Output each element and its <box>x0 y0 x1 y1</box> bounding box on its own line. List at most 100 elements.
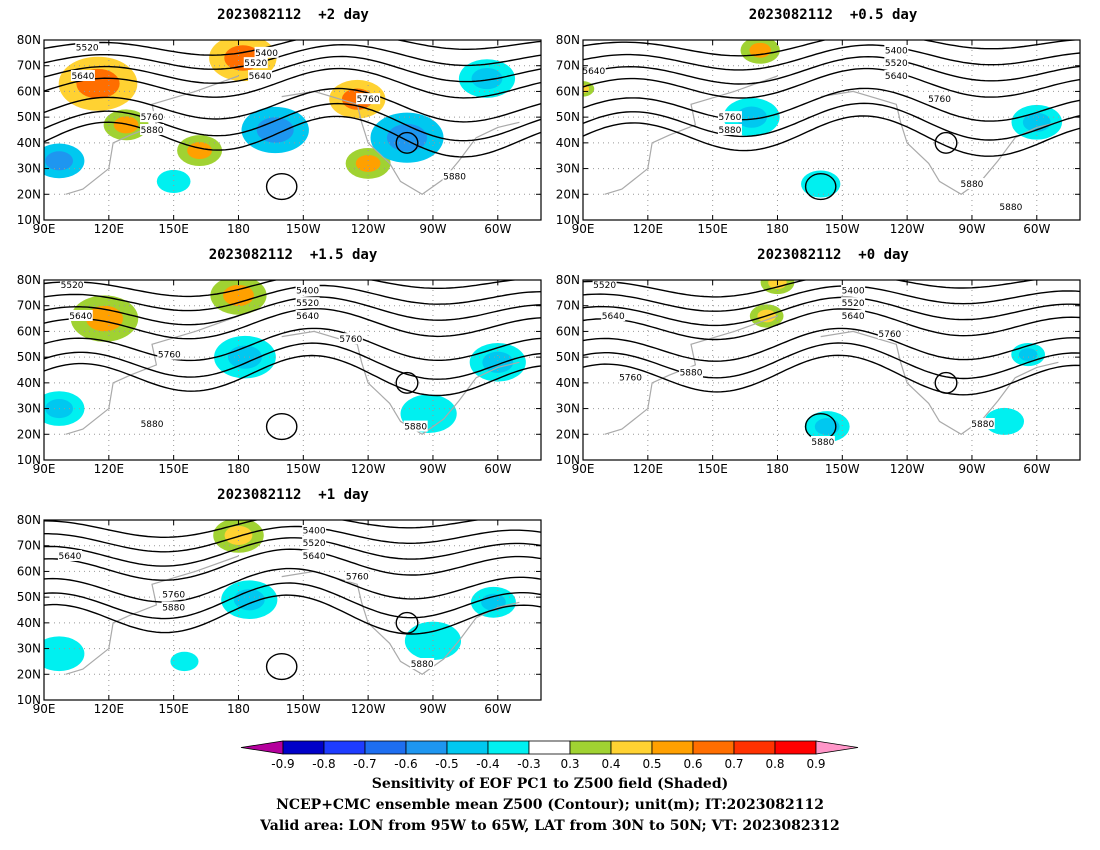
lon-tick-label: 120E <box>633 222 664 236</box>
contour-label: 5520 <box>61 281 84 291</box>
lon-tick-label: 90W <box>419 702 446 716</box>
contour-label: 5400 <box>255 49 278 59</box>
lat-tick-label: 80N <box>17 273 41 287</box>
lon-tick-label: 150W <box>286 462 321 476</box>
colorbar-tick-label: -0.3 <box>517 757 540 771</box>
z500-contour <box>583 354 1080 396</box>
lon-tick-label: 60W <box>484 702 511 716</box>
colorbar-bin <box>528 740 571 755</box>
sensitivity-core <box>814 418 840 436</box>
lon-tick-label: 120W <box>890 222 925 236</box>
colorbar-bin <box>405 740 448 755</box>
contour-label: 5880 <box>961 180 984 190</box>
colorbar-bin <box>692 740 735 755</box>
z500-contour <box>44 280 521 298</box>
footer-line-2: NCEP+CMC ensemble mean Z500 (Contour); u… <box>276 797 824 813</box>
lat-tick-label: 40N <box>17 616 41 630</box>
z500-contour <box>583 87 1080 122</box>
contour-label: 5760 <box>339 335 362 345</box>
contour-label: 5760 <box>162 591 185 601</box>
colorbar-bin <box>733 740 776 755</box>
lat-tick-label: 30N <box>17 402 41 416</box>
lat-tick-label: 50N <box>556 350 580 364</box>
z500-contour <box>44 296 541 326</box>
sensitivity-core <box>45 644 74 664</box>
sensitivity-core <box>809 176 832 192</box>
lon-tick-label: 90E <box>33 222 56 236</box>
z500-contour <box>44 354 541 397</box>
panel-title-p05: 2023082112 +0.5 day <box>748 7 918 23</box>
z500-contour <box>44 567 541 603</box>
contour-label: 5880 <box>141 126 164 136</box>
colorbar-tick-label: -0.8 <box>312 757 335 771</box>
lat-tick-label: 20N <box>556 187 580 201</box>
z500-contour <box>44 284 541 312</box>
colorbar-tick-label: -0.5 <box>435 757 458 771</box>
colorbar-bin <box>446 740 489 755</box>
lat-tick-label: 60N <box>17 324 41 338</box>
z500-contour <box>44 308 541 340</box>
contour-label: 5520 <box>885 59 908 69</box>
lat-tick-label: 70N <box>17 539 41 553</box>
lat-tick-label: 30N <box>556 162 580 176</box>
colorbar-bin <box>774 740 817 755</box>
colorbar-tick-label: -0.6 <box>394 757 417 771</box>
contour-label: 5520 <box>593 281 616 291</box>
lat-tick-label: 60N <box>556 84 580 98</box>
lat-tick-label: 30N <box>556 402 580 416</box>
map-frame <box>582 279 1081 461</box>
lon-tick-label: 120W <box>351 222 386 236</box>
lat-tick-label: 50N <box>17 110 41 124</box>
z500-contour <box>583 342 1080 380</box>
lat-tick-label: 60N <box>556 324 580 338</box>
colorbar-bin <box>651 740 694 755</box>
lon-tick-label: 180 <box>766 462 789 476</box>
lon-tick-label: 120E <box>94 462 125 476</box>
z500-contour <box>44 520 482 538</box>
lat-tick-label: 80N <box>556 273 580 287</box>
lon-tick-label: 90W <box>419 462 446 476</box>
z500-contour <box>583 327 1080 362</box>
contour-label: 5520 <box>296 299 319 309</box>
z500-contour <box>44 102 541 142</box>
lat-tick-label: 50N <box>556 110 580 124</box>
z500-contour <box>44 525 541 553</box>
contour-label: 5520 <box>842 299 865 309</box>
lat-tick-label: 20N <box>556 427 580 441</box>
contour-label: 5880 <box>443 172 466 182</box>
contour-label: 5760 <box>141 113 164 123</box>
z500-contour <box>583 67 1080 99</box>
lon-tick-label: 150E <box>697 222 728 236</box>
lat-tick-label: 20N <box>17 667 41 681</box>
z500-contour <box>583 44 1080 71</box>
colorbar-tick-label: 0.6 <box>683 757 702 771</box>
lat-tick-label: 10N <box>17 693 41 707</box>
contour-label: 5400 <box>842 286 865 296</box>
contour-label: 5760 <box>928 95 951 105</box>
lon-tick-label: 120W <box>351 702 386 716</box>
map-frame <box>582 39 1081 221</box>
lon-tick-label: 60W <box>484 462 511 476</box>
colorbar-tick-label: 0.9 <box>806 757 825 771</box>
lat-tick-label: 20N <box>17 187 41 201</box>
contour-label: 5760 <box>619 374 642 384</box>
colorbar-tick-label: -0.4 <box>476 757 499 771</box>
z500-contour <box>44 594 541 635</box>
contour-label: 5400 <box>303 526 326 536</box>
contour-label: 5640 <box>249 72 272 82</box>
contour-label: 5760 <box>158 351 181 361</box>
colorbar-tick-label: 0.5 <box>642 757 661 771</box>
lon-tick-label: 90W <box>958 462 985 476</box>
contour-label: 5640 <box>602 312 625 322</box>
contour-label: 5640 <box>842 312 865 322</box>
contour-label: 5760 <box>357 95 380 105</box>
colorbar-bin <box>323 740 366 755</box>
contour-label: 5760 <box>718 113 741 123</box>
z500-contour <box>583 55 1080 85</box>
contour-label: 5880 <box>162 603 185 613</box>
lon-tick-label: 150E <box>697 462 728 476</box>
lat-tick-label: 70N <box>556 59 580 73</box>
